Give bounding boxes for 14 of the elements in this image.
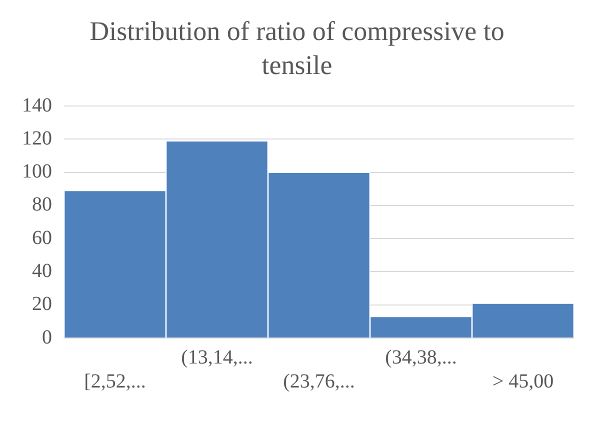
y-tick-label: 120 xyxy=(22,127,52,150)
x-tick-label: > 45,00 xyxy=(492,370,554,392)
y-tick-label: 0 xyxy=(42,326,52,348)
x-tick-label: (34,38,... xyxy=(385,346,457,368)
y-tick-label: 100 xyxy=(22,160,52,183)
chart-title: Distribution of ratio of compressive to tensile xyxy=(88,15,506,82)
y-tick-label: 140 xyxy=(22,94,52,116)
y-tick-label: 80 xyxy=(32,194,52,216)
x-tick-label: [2,52,... xyxy=(84,370,146,392)
y-tick-label: 40 xyxy=(32,260,52,282)
x-tick-label: (23,76,... xyxy=(283,370,355,392)
x-tick-label: (13,14,... xyxy=(181,346,253,368)
y-tick-label: 20 xyxy=(32,293,52,316)
y-tick-label: 60 xyxy=(32,226,52,249)
